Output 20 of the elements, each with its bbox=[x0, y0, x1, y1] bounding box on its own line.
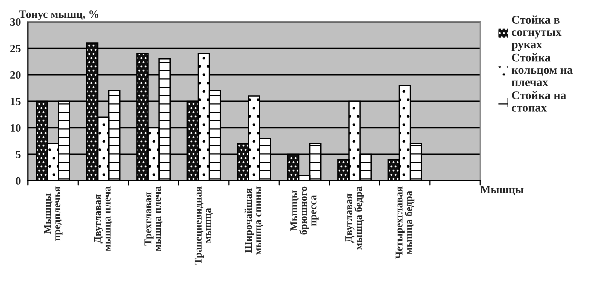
y-tick-label: 25 bbox=[10, 45, 21, 52]
y-tick-label: 0 bbox=[16, 177, 21, 185]
y-tick-label: 5 bbox=[16, 151, 21, 158]
y-tick-label: 20 bbox=[10, 71, 21, 79]
y-tick-label: 10 bbox=[10, 124, 21, 132]
x-tick-label: Двуглавая мышца плеча bbox=[94, 186, 113, 252]
y-tick-label: 30 bbox=[10, 18, 21, 26]
y-tick-label: 15 bbox=[10, 98, 21, 106]
x-tick-label: Широчайшая мышца спины bbox=[244, 186, 264, 255]
y-axis-title: Тонус мышц, % bbox=[19, 10, 99, 20]
legend-label: Стойка в согнутых руках bbox=[512, 16, 562, 52]
x-tick-label: Мышцы предплечья bbox=[44, 186, 63, 242]
x-tick-label: Четырехглавая мышца бедра bbox=[396, 186, 415, 260]
legend-label: Стойка кольцом на плечах bbox=[512, 54, 573, 86]
x-tick-label: Двуглавая мышца бедра bbox=[346, 186, 364, 250]
x-axis-title: Мышцы bbox=[480, 186, 524, 196]
x-tick-label: Мышцы брюшного пресса bbox=[290, 186, 319, 235]
x-tick-label: Трехглавая мышца плеча bbox=[144, 186, 163, 252]
x-tick-label: Трапециевидная мышца bbox=[194, 186, 214, 265]
legend-label: Стойка на стопах bbox=[512, 91, 566, 112]
